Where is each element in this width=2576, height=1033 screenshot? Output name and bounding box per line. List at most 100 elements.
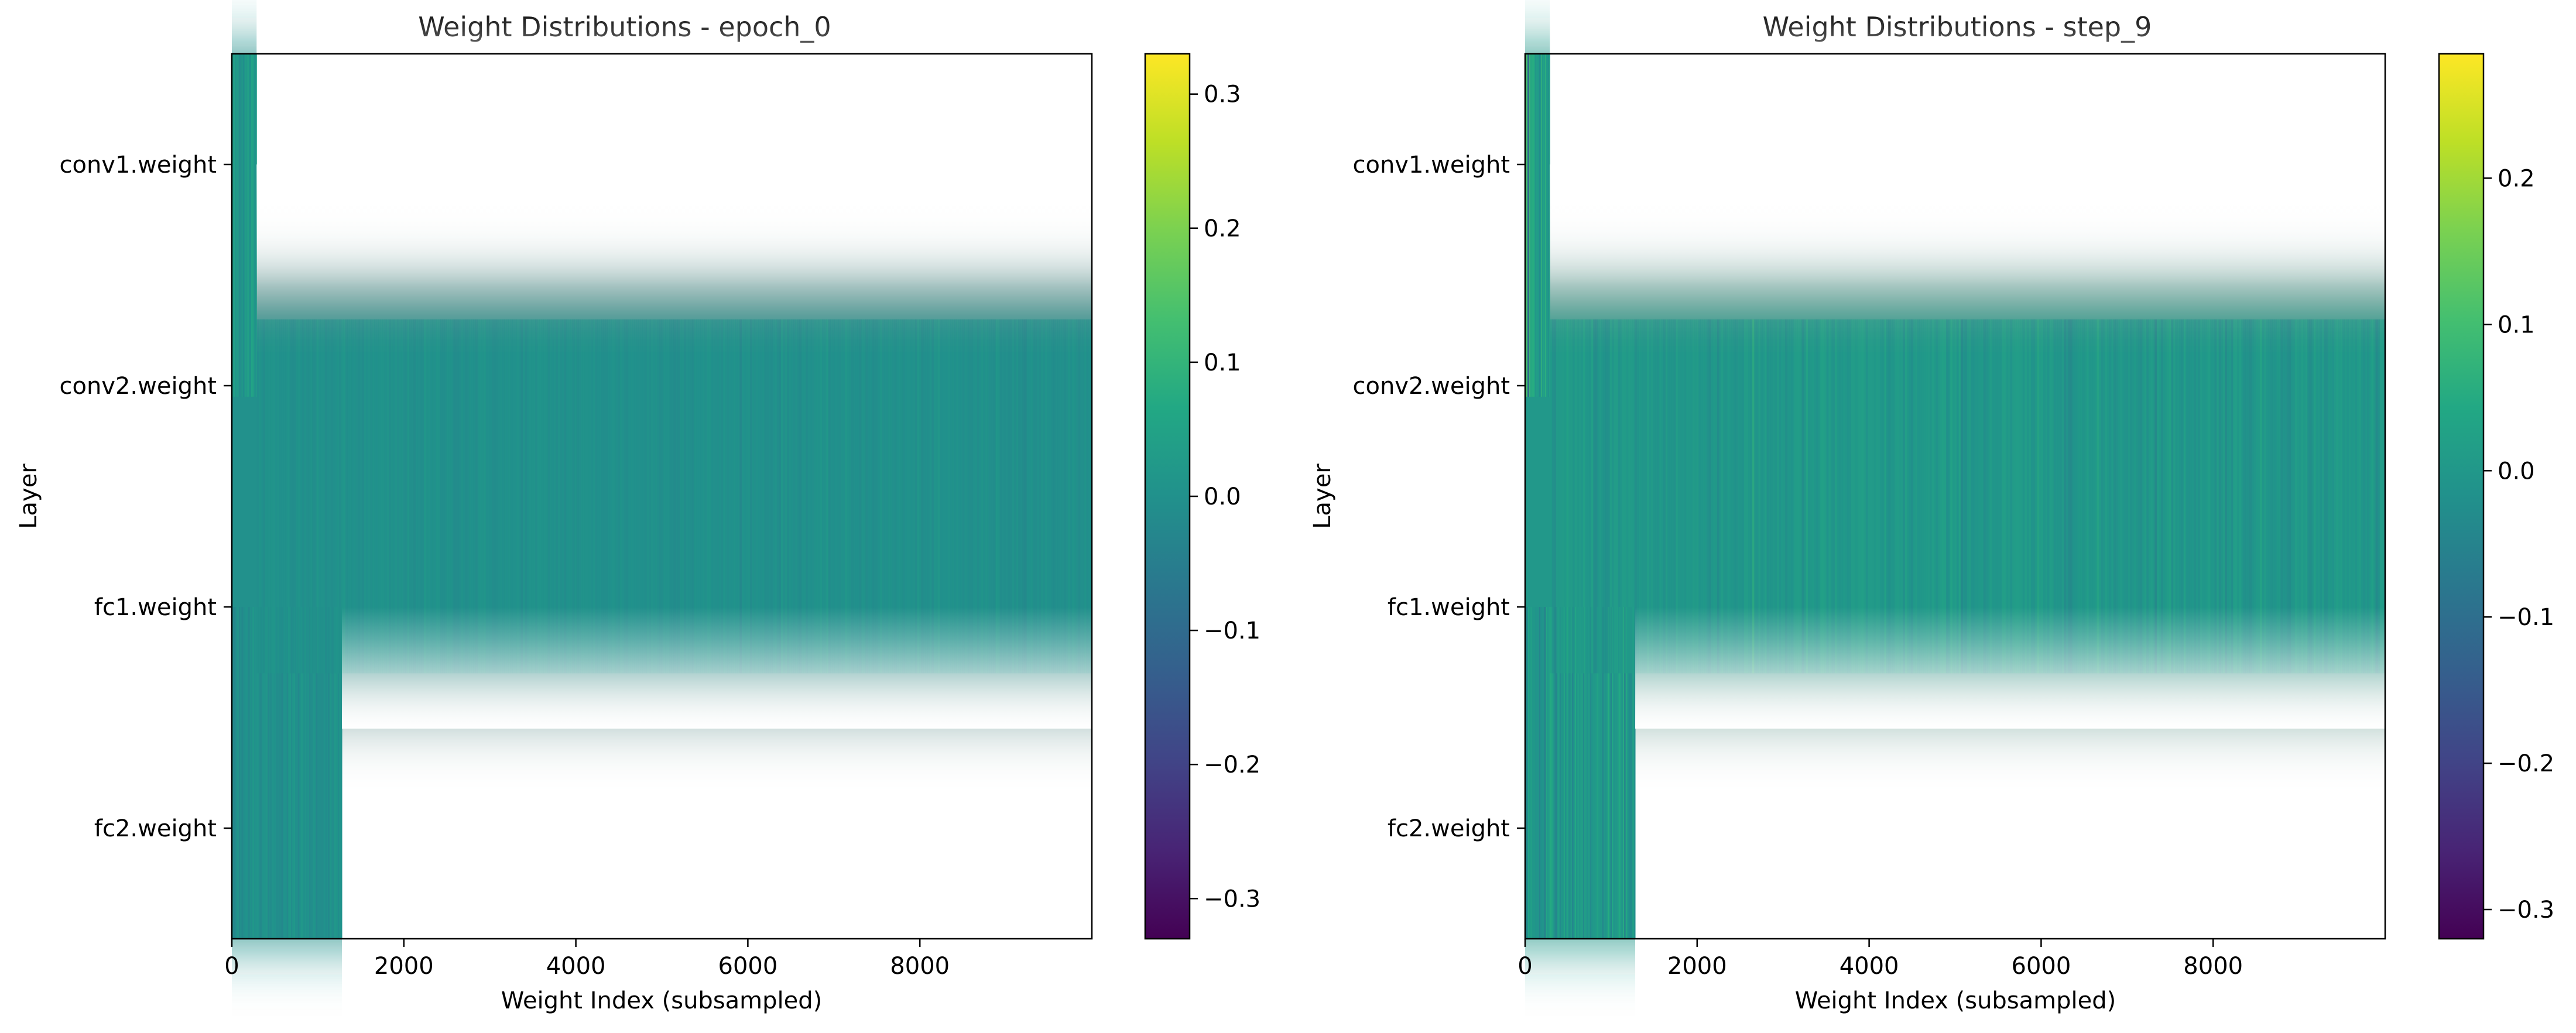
heatmap-cell	[2053, 319, 2056, 674]
heatmap-cell	[2154, 319, 2157, 674]
heatmap-cell	[1686, 319, 1688, 674]
heatmap-cell	[772, 319, 775, 674]
colorbar-gradient	[2438, 53, 2485, 940]
heatmap-cell	[2332, 319, 2335, 674]
heatmap-cell	[1599, 319, 1602, 674]
heatmap-cell	[1692, 319, 1695, 674]
heatmap-cell	[1606, 607, 1608, 939]
heatmap-cell	[296, 319, 299, 674]
heatmap-cell	[2125, 319, 2128, 674]
heatmap-cell	[1925, 319, 1928, 674]
heatmap-cell	[614, 319, 616, 674]
heatmap-cell	[985, 319, 988, 674]
heatmap-cell	[1717, 319, 1719, 674]
heatmap-cell	[423, 319, 426, 674]
heatmap-cell	[2301, 319, 2304, 674]
heatmap-cell	[475, 319, 478, 674]
heatmap-cell	[263, 607, 265, 939]
heatmap-cell	[1942, 319, 1944, 674]
heatmap-cell	[405, 319, 407, 674]
heatmap-cell	[706, 319, 709, 674]
heatmap-cell	[306, 607, 308, 939]
heatmap-cell	[1738, 319, 1740, 674]
heatmap-cell	[1036, 319, 1039, 674]
heatmap-cell	[1551, 607, 1553, 939]
heatmap-cell	[2355, 319, 2358, 674]
heatmap-cell	[1528, 54, 1530, 397]
heatmap-cell	[1533, 607, 1535, 939]
heatmap-cell	[1673, 319, 1676, 674]
heatmap-cell	[956, 319, 959, 674]
heatmap-cell	[2361, 319, 2363, 674]
heatmap-cell	[584, 319, 587, 674]
heatmap-cell	[1624, 607, 1626, 939]
heatmap-cell	[983, 319, 986, 674]
heatmap-cell	[2247, 319, 2250, 674]
heatmap-cell	[640, 319, 643, 674]
heatmap-cell	[422, 319, 424, 674]
heatmap-cell	[287, 319, 290, 674]
heatmap-cell	[857, 319, 860, 674]
heatmap-cell	[696, 319, 699, 674]
heatmap-cell	[1595, 607, 1597, 939]
heatmap-cell	[293, 319, 296, 674]
heatmap-cell	[358, 319, 360, 674]
heatmap-cell	[549, 319, 552, 674]
heatmap-cell	[1559, 607, 1561, 939]
heatmap-cell	[2371, 319, 2374, 674]
heatmap-cell	[698, 319, 701, 674]
heatmap-cell	[1934, 319, 1936, 674]
heatmap-cell	[2212, 319, 2215, 674]
heatmap-cell	[1964, 319, 1967, 674]
heatmap-cell	[250, 54, 252, 397]
heatmap-cell	[1624, 319, 1627, 674]
heatmap-cell	[929, 319, 932, 674]
heatmap-cell	[287, 607, 289, 939]
heatmap-cell	[1808, 319, 1810, 674]
heatmap-cell	[1587, 607, 1589, 939]
colorbar-tick-label: 0.0	[2498, 458, 2535, 485]
heatmap-cell	[609, 319, 612, 674]
heatmap-cell	[496, 319, 499, 674]
heatmap-cell	[333, 607, 335, 939]
heatmap-cell	[1680, 319, 1683, 674]
heatmap-cell	[261, 607, 263, 939]
heatmap-cell	[238, 54, 240, 397]
y-axis: conv1.weight conv2.weight fc1.weight fc2.we…	[1352, 152, 1525, 842]
heatmap-cell	[1958, 319, 1961, 674]
heatmap-cell	[1777, 319, 1779, 674]
heatmap-cell	[347, 319, 350, 674]
heatmap-cell	[327, 319, 330, 674]
heatmap-cell	[2299, 319, 2301, 674]
heatmap-cell	[2130, 319, 2132, 674]
heatmap-cell	[1544, 54, 1546, 397]
heatmap-cell	[2378, 319, 2380, 674]
heatmap-cell	[1743, 319, 1746, 674]
heatmap-cell	[1882, 319, 1885, 674]
colorbar-tick-label: 0.3	[1204, 81, 1241, 108]
heatmap-cell	[645, 319, 647, 674]
heatmap-cell	[261, 319, 263, 674]
heatmap-cell	[392, 319, 395, 674]
heatmap-cell	[570, 319, 573, 674]
heatmap-cell	[321, 607, 323, 939]
heatmap-cell	[1070, 319, 1073, 674]
heatmap-cell	[273, 319, 276, 674]
x-tick-label: 6000	[718, 953, 778, 980]
heatmap-cell	[278, 607, 280, 939]
heatmap-cell	[2086, 319, 2089, 674]
heatmap-cell	[2249, 319, 2252, 674]
heatmap-cell	[249, 54, 251, 397]
heatmap-cell	[1032, 319, 1035, 674]
heatmap-cell	[1785, 319, 1788, 674]
heatmap-cell	[1543, 607, 1545, 939]
heatmap-cell	[820, 319, 823, 674]
heatmap-cell	[1553, 607, 1554, 939]
heatmap-cell	[276, 607, 278, 939]
heatmap-cell	[859, 319, 862, 674]
heatmap-cells	[1525, 54, 2385, 939]
heatmap-cell	[676, 319, 678, 674]
heatmap-cell	[2239, 319, 2242, 674]
heatmap-cell	[987, 319, 990, 674]
heatmap-cell	[1575, 607, 1578, 939]
